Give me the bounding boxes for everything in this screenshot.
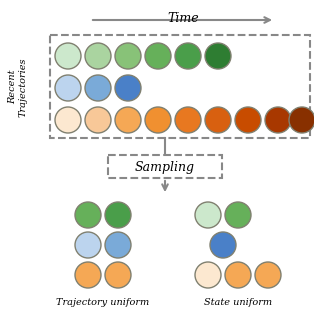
Circle shape [75,202,101,228]
Text: Recent
Trajectories: Recent Trajectories [8,57,28,117]
Circle shape [195,262,221,288]
Circle shape [55,75,81,101]
Circle shape [115,43,141,69]
Circle shape [255,262,281,288]
Bar [108,155,222,178]
Circle shape [195,202,221,228]
Circle shape [105,262,131,288]
Circle shape [175,107,201,133]
Circle shape [115,107,141,133]
Circle shape [115,75,141,101]
Circle shape [175,43,201,69]
Circle shape [55,43,81,69]
Circle shape [225,262,251,288]
Circle shape [205,43,231,69]
Circle shape [210,232,236,258]
Circle shape [105,232,131,258]
Circle shape [145,107,171,133]
Circle shape [85,75,111,101]
Circle shape [289,107,314,133]
Circle shape [235,107,261,133]
Circle shape [75,232,101,258]
Circle shape [105,202,131,228]
Text: Trajectory uniform: Trajectory uniform [57,298,150,307]
Text: Time: Time [167,12,199,25]
Text: State uniform: State uniform [204,298,272,307]
Circle shape [85,107,111,133]
Circle shape [225,202,251,228]
Bar [50,35,310,138]
Circle shape [205,107,231,133]
Text: Sampling: Sampling [135,161,195,174]
Circle shape [145,43,171,69]
Circle shape [75,262,101,288]
Circle shape [85,43,111,69]
Circle shape [55,107,81,133]
Circle shape [265,107,291,133]
